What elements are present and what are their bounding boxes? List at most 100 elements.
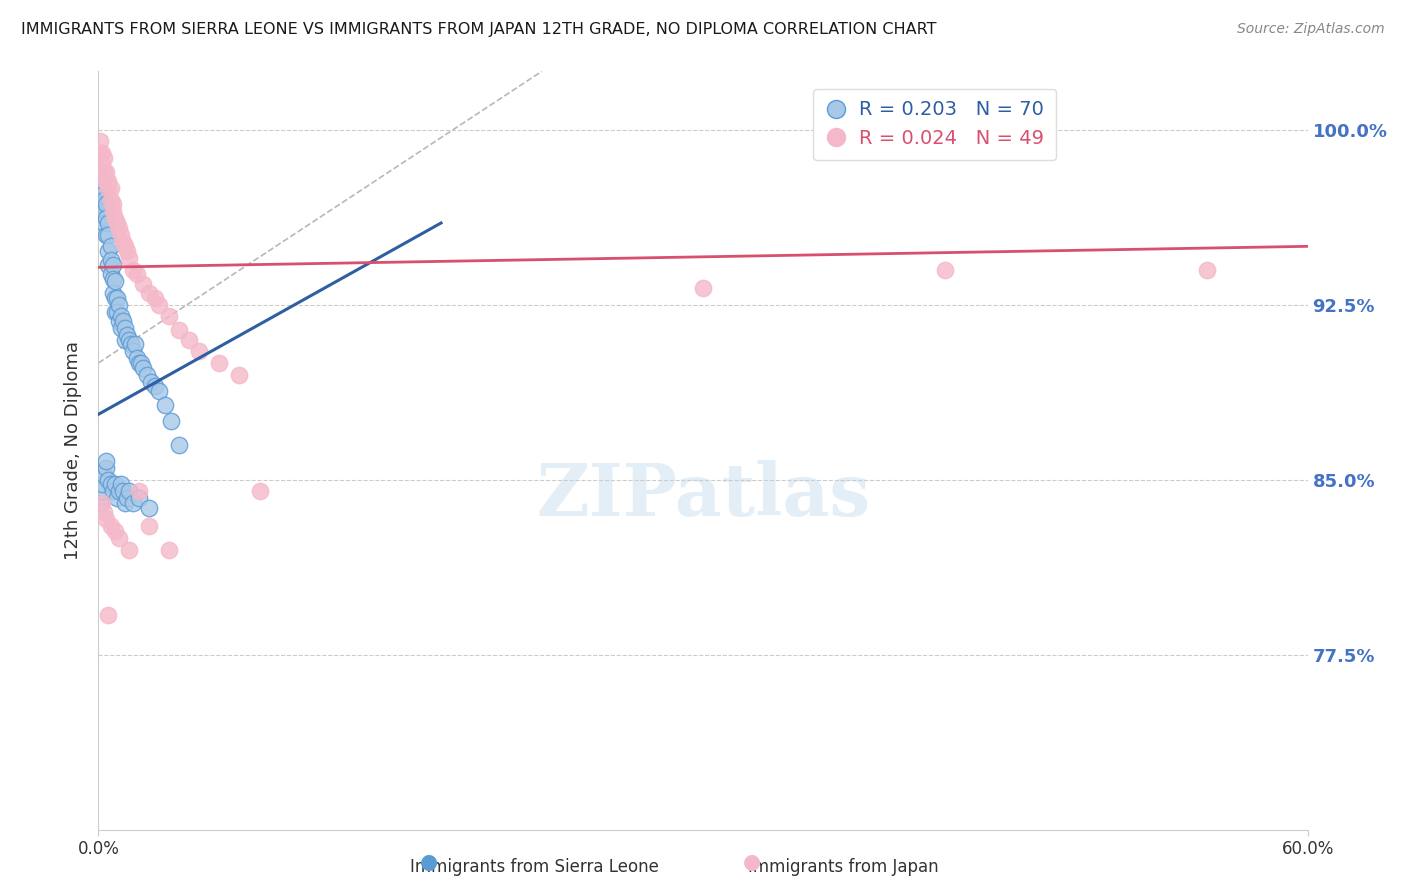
Point [101,272,124,286]
Point [93,151,115,165]
Point [93,193,115,207]
Point [91,146,114,161]
Point [101,197,124,211]
Point [111,235,134,249]
Point [249,484,271,499]
Point [100,253,122,268]
Point [118,333,141,347]
Point [148,384,170,398]
Text: ZIPatlas: ZIPatlas [536,460,870,532]
Point [103,477,125,491]
Point [100,239,122,253]
Point [89,169,111,184]
Point [148,298,170,312]
Point [101,204,124,219]
Point [103,291,125,305]
Point [97,607,120,622]
Point [125,268,148,282]
Point [96,461,118,475]
Point [103,211,125,226]
Point [228,368,250,382]
Point [89,146,111,161]
Point [96,512,118,526]
Point [91,496,114,510]
Point [208,356,231,370]
Text: ●: ● [744,853,761,872]
Point [107,314,129,328]
Point [105,216,128,230]
Point [89,193,111,207]
Point [1195,262,1218,277]
Point [128,484,150,499]
Point [100,193,122,207]
Point [91,174,114,188]
Point [121,344,143,359]
Point [143,379,166,393]
Point [114,321,136,335]
Point [96,164,118,178]
Point [103,304,125,318]
Point [96,211,118,226]
Legend: R = 0.203   N = 70, R = 0.024   N = 49: R = 0.203 N = 70, R = 0.024 N = 49 [813,88,1056,160]
Point [91,484,114,499]
Point [128,356,150,370]
Point [103,524,125,538]
Point [114,239,136,253]
Point [107,531,129,545]
Point [111,314,134,328]
Point [153,398,176,412]
Point [89,181,111,195]
Point [93,467,115,482]
Point [101,285,124,300]
Point [139,375,162,389]
Point [160,414,183,428]
Point [89,134,111,148]
Text: Immigrants from Japan: Immigrants from Japan [748,858,939,876]
Point [121,496,143,510]
Point [138,500,160,515]
Point [97,258,120,272]
Point [105,304,128,318]
Point [132,360,155,375]
Point [135,368,157,382]
Point [157,310,180,324]
Point [110,227,132,242]
Point [96,454,118,468]
Point [96,197,118,211]
Point [93,204,115,219]
Point [125,351,148,366]
Text: ●: ● [420,853,437,872]
Point [115,491,138,506]
Point [118,484,141,499]
Point [118,251,141,265]
Point [114,333,136,347]
Point [93,216,115,230]
Point [107,220,129,235]
Point [97,174,120,188]
Point [96,174,118,188]
Point [138,519,160,533]
Point [100,519,122,533]
Point [97,181,120,195]
Point [114,496,136,510]
Point [110,321,132,335]
Point [132,277,155,291]
Point [101,484,124,499]
Point [121,262,143,277]
Text: Immigrants from Sierra Leone: Immigrants from Sierra Leone [409,858,659,876]
Point [97,227,120,242]
Point [110,310,132,324]
Point [91,188,114,202]
Point [91,477,114,491]
Point [138,285,160,300]
Point [129,356,152,370]
Point [157,542,180,557]
Point [91,197,114,211]
Point [107,484,129,499]
Point [101,258,124,272]
Point [167,437,190,451]
Point [100,268,122,282]
Point [143,291,166,305]
Point [118,542,141,557]
Point [107,298,129,312]
